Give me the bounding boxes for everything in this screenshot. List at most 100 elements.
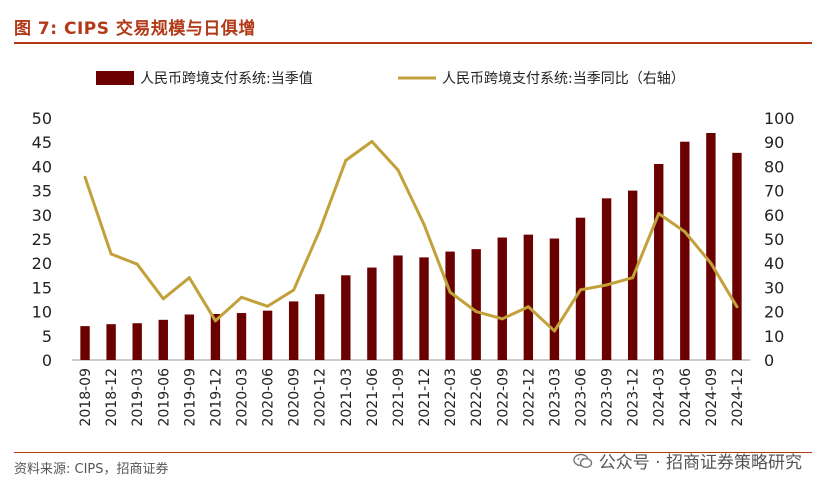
x-tick-label: 2019-12 xyxy=(208,368,224,427)
legend: 人民币跨境支付系统:当季值 人民币跨境支付系统:当季同比（右轴） xyxy=(96,71,685,87)
yoy-point-2021-06 xyxy=(370,139,374,143)
bar-2022-06 xyxy=(471,249,481,360)
bar-2019-06 xyxy=(158,319,168,360)
yoy-point-2018-09 xyxy=(83,175,87,179)
x-tick-label: 2023-12 xyxy=(626,368,642,427)
y-right-tick-label: 90 xyxy=(764,133,784,152)
y-left-tick-label: 35 xyxy=(32,182,52,201)
y-left-tick-label: 30 xyxy=(32,206,52,225)
watermark-text: 公众号 · 招商证券策略研究 xyxy=(598,453,802,473)
yoy-point-2021-12 xyxy=(422,222,426,226)
bar-2021-09 xyxy=(393,255,403,360)
x-tick-label: 2023-03 xyxy=(547,368,563,427)
x-tick-label: 2023-09 xyxy=(600,368,616,427)
bar-2022-03 xyxy=(445,251,455,360)
y-left-tick-label: 0 xyxy=(42,351,52,370)
x-tick-label: 2022-03 xyxy=(443,368,459,427)
x-tick-label: 2020-06 xyxy=(261,368,277,427)
title-divider xyxy=(14,42,812,44)
x-tick-label: 2022-12 xyxy=(521,368,537,427)
x-tick-label: 2024-03 xyxy=(652,368,668,427)
legend-bar-label: 人民币跨境支付系统:当季值 xyxy=(140,71,313,87)
yoy-series-line xyxy=(83,139,739,333)
bar-2024-06 xyxy=(680,141,690,360)
x-tick-label: 2021-06 xyxy=(365,368,381,427)
yoy-point-2019-06 xyxy=(161,297,165,301)
bar-2024-12 xyxy=(732,152,742,360)
bar-2021-06 xyxy=(367,267,377,360)
yoy-point-2018-12 xyxy=(109,252,113,256)
bar-2019-03 xyxy=(132,323,142,360)
y-right-tick-label: 0 xyxy=(764,351,774,370)
x-tick-label: 2020-12 xyxy=(313,368,329,427)
yoy-point-2019-12 xyxy=(213,319,217,323)
x-tick-label: 2018-12 xyxy=(104,368,120,427)
y-left-tick-label: 10 xyxy=(32,303,52,322)
bar-2018-09 xyxy=(80,326,90,360)
x-tick-label: 2020-03 xyxy=(235,368,251,427)
yoy-point-2023-09 xyxy=(605,283,609,287)
x-tick-label: 2021-09 xyxy=(391,368,407,427)
yoy-point-2021-03 xyxy=(344,158,348,162)
y-left-tick-label: 5 xyxy=(42,327,52,346)
y-left-tick-label: 40 xyxy=(32,157,52,176)
yoy-point-2022-09 xyxy=(500,317,504,321)
y-left-tick-label: 50 xyxy=(32,109,52,128)
x-tick-label: 2021-12 xyxy=(417,368,433,427)
yoy-point-2023-12 xyxy=(631,276,635,280)
source-note: 资料来源: CIPS，招商证券 xyxy=(14,462,169,477)
yoy-point-2022-06 xyxy=(474,310,478,314)
watermark: 公众号 · 招商证券策略研究 xyxy=(573,448,802,473)
legend-line-label: 人民币跨境支付系统:当季同比（右轴） xyxy=(442,71,685,87)
y-right-tick-label: 80 xyxy=(764,157,784,176)
yoy-point-2022-12 xyxy=(526,305,530,309)
y-right-tick-label: 100 xyxy=(764,109,795,128)
bar-2021-12 xyxy=(419,257,429,360)
bar-2019-12 xyxy=(210,314,221,360)
yoy-point-2019-03 xyxy=(135,262,139,266)
y-right-tick-label: 40 xyxy=(764,254,784,273)
footer-divider xyxy=(14,452,812,453)
y-left-tick-label: 45 xyxy=(32,133,52,152)
y-right-tick-label: 60 xyxy=(764,206,784,225)
yoy-point-2023-06 xyxy=(579,288,582,292)
yoy-point-2020-06 xyxy=(266,304,270,308)
y-right-tick-label: 20 xyxy=(764,303,784,322)
yoy-point-2021-09 xyxy=(396,168,400,172)
yoy-point-2024-06 xyxy=(683,230,687,234)
y-left-tick-label: 15 xyxy=(32,278,52,297)
bar-2020-06 xyxy=(262,310,273,360)
y-right-tick-label: 30 xyxy=(764,278,784,297)
x-tick-label: 2022-06 xyxy=(469,368,485,427)
bar-2022-12 xyxy=(523,234,534,360)
x-tick-label: 2024-09 xyxy=(704,368,720,427)
y-right-tick-label: 50 xyxy=(764,230,784,249)
x-tick-label: 2018-09 xyxy=(78,368,94,427)
bar-2020-12 xyxy=(315,294,325,360)
x-tick-label: 2023-06 xyxy=(574,368,590,427)
y-left-tick-label: 20 xyxy=(32,254,52,273)
x-tick-label: 2020-09 xyxy=(287,368,303,427)
yoy-point-2020-12 xyxy=(318,228,322,232)
yoy-point-2022-03 xyxy=(448,290,452,294)
x-tick-label: 2019-03 xyxy=(130,368,146,427)
yoy-point-2020-09 xyxy=(292,288,296,292)
figure-title: 图 7: CIPS 交易规模与日俱增 xyxy=(14,19,256,39)
x-tick-label: 2022-09 xyxy=(495,368,511,427)
yoy-point-2024-09 xyxy=(709,261,713,265)
y-right-tick-label: 10 xyxy=(764,327,784,346)
bar-2023-09 xyxy=(601,198,612,360)
x-tick-label: 2024-06 xyxy=(678,368,694,427)
bar-2020-03 xyxy=(236,313,247,360)
x-tick-label: 2019-06 xyxy=(156,368,172,427)
x-tick-label: 2024-12 xyxy=(730,368,746,427)
yoy-point-2024-03 xyxy=(657,212,661,216)
bar-2019-09 xyxy=(184,314,195,360)
bar-2020-09 xyxy=(288,301,299,360)
yoy-point-2024-12 xyxy=(735,305,739,309)
yoy-point-2023-03 xyxy=(552,329,556,333)
bar-2021-03 xyxy=(341,275,351,360)
y-right-tick-label: 70 xyxy=(764,182,784,201)
bar-2024-03 xyxy=(654,163,664,360)
